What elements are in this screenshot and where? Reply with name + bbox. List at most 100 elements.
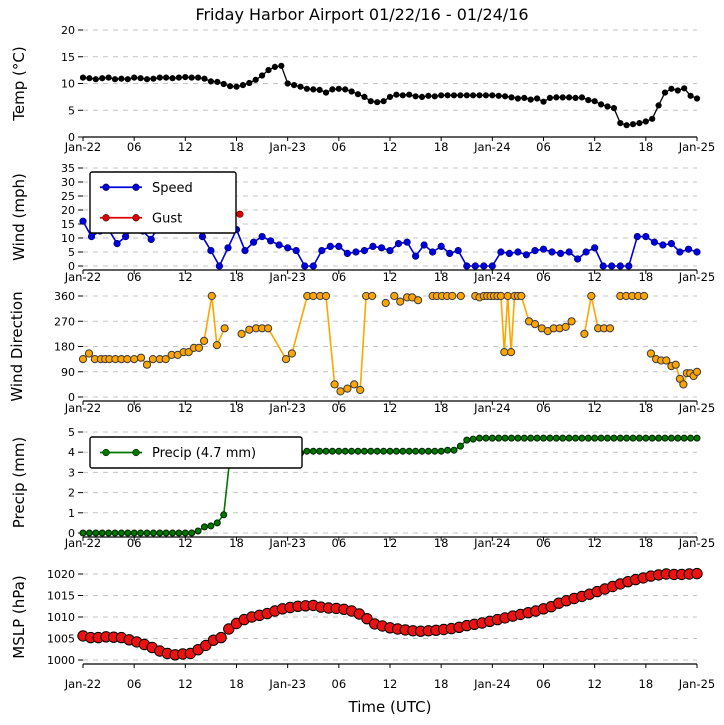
x-tick-label: 12: [587, 140, 602, 154]
x-tick-label: Jan-22: [64, 140, 102, 154]
panel-mslp-hpa-: 1000 1005 1010 1015 1020 Jan-22 06 12 18 Jan-23 06…: [10, 567, 716, 716]
x-tick-label: Jan-23: [268, 536, 306, 550]
x-tick-label: 18: [229, 536, 244, 550]
x-tick-label: 06: [127, 270, 142, 284]
y-axis-label: Wind (mph): [10, 173, 28, 261]
y-tick-label: 25: [61, 190, 75, 203]
x-tick-label: 12: [587, 401, 602, 415]
x-tick-label: 06: [127, 536, 142, 550]
x-tick-label: 06: [536, 536, 551, 550]
x-tick-label: Jan-24: [473, 270, 511, 284]
x-tick-label: Jan-23: [268, 401, 306, 415]
x-tick-label: 18: [229, 140, 244, 154]
legend: Precip (4.7 mm): [89, 436, 303, 469]
x-tick-label: 18: [434, 270, 449, 284]
x-tick-label: 12: [178, 401, 193, 415]
x-tick-label: Jan-22: [64, 536, 102, 550]
x-tick-label: 18: [639, 270, 654, 284]
legend: Speed Gust: [89, 171, 237, 234]
x-tick-label: 18: [229, 270, 244, 284]
y-axis-label: Temp (°C): [10, 46, 28, 121]
x-tick-label: 06: [332, 140, 347, 154]
y-axis-label: Wind Direction: [8, 291, 26, 401]
legend-label: Speed: [152, 181, 193, 196]
y-tick-label: 0: [68, 131, 75, 144]
y-axis-label: Precip (mm): [10, 437, 28, 528]
x-tick-label: 12: [587, 270, 602, 284]
y-tick-label: 5: [68, 246, 75, 259]
x-tick-label: Jan-23: [268, 270, 306, 284]
y-tick-label: 4: [68, 446, 75, 459]
panel-temp-c-: 0 5 10 15 20 Jan-22 06 12 18 Jan-23 06 12 18 Jan-24 06…: [10, 24, 715, 154]
y-tick-label: 0: [68, 260, 75, 273]
x-tick-label: 12: [383, 270, 398, 284]
y-tick-label: 5: [68, 426, 75, 439]
x-tick-label: 12: [383, 536, 398, 550]
x-tick-label: Jan-25: [678, 140, 716, 154]
y-tick-label: 3: [68, 466, 75, 479]
y-tick-label: 0: [68, 391, 75, 404]
figure-title: Friday Harbor Airport 01/22/16 - 01/24/1…: [195, 5, 529, 24]
y-tick-label: 180: [54, 341, 75, 354]
x-tick-label: 12: [587, 677, 602, 691]
y-tick-label: 270: [54, 315, 75, 328]
x-tick-label: 12: [178, 677, 193, 691]
y-axis-label: MSLP (hPa): [10, 575, 28, 658]
x-tick-label: 12: [383, 677, 398, 691]
y-tick-label: 30: [61, 176, 75, 189]
x-tick-label: 18: [434, 536, 449, 550]
x-tick-label: 06: [536, 677, 551, 691]
y-tick-label: 2: [68, 487, 75, 500]
y-tick-label: 15: [61, 51, 75, 64]
y-tick-label: 20: [61, 204, 75, 217]
x-tick-label: 18: [229, 401, 244, 415]
x-tick-label: Jan-24: [473, 401, 511, 415]
y-tick-label: 10: [61, 78, 75, 91]
x-tick-label: Jan-23: [268, 140, 306, 154]
x-axis-title: Time (UTC): [348, 698, 432, 716]
y-tick-label: 90: [61, 366, 75, 379]
x-tick-label: Jan-22: [64, 677, 102, 691]
x-tick-label: 12: [178, 140, 193, 154]
y-tick-label: 1005: [47, 633, 75, 646]
x-tick-label: 06: [127, 401, 142, 415]
x-tick-label: 18: [229, 677, 244, 691]
x-tick-label: 18: [639, 401, 654, 415]
x-tick-label: Jan-25: [678, 401, 716, 415]
x-tick-label: 12: [178, 270, 193, 284]
x-tick-label: 06: [536, 401, 551, 415]
x-tick-label: 12: [383, 140, 398, 154]
x-tick-label: 18: [434, 677, 449, 691]
x-tick-label: 06: [332, 401, 347, 415]
x-tick-label: 06: [536, 140, 551, 154]
x-tick-label: Jan-25: [678, 677, 716, 691]
y-tick-label: 1015: [47, 590, 75, 603]
x-tick-label: 06: [332, 536, 347, 550]
legend-label: Precip (4.7 mm): [152, 446, 256, 461]
x-tick-label: 18: [639, 677, 654, 691]
x-tick-label: 18: [434, 140, 449, 154]
x-tick-label: 06: [536, 270, 551, 284]
y-tick-label: 20: [61, 24, 75, 37]
x-tick-label: Jan-22: [64, 270, 102, 284]
y-tick-label: 1: [68, 507, 75, 520]
y-tick-label: 15: [61, 218, 75, 231]
x-tick-label: 06: [332, 677, 347, 691]
y-tick-label: 1020: [47, 568, 75, 581]
panel-wind-direction: 0 90 180 270 360 Jan-22 06 12 18 Jan-23 06 12 18 Jan-…: [8, 290, 715, 415]
x-tick-label: 18: [639, 536, 654, 550]
y-tick-label: 35: [61, 162, 75, 175]
x-tick-label: Jan-25: [678, 270, 716, 284]
x-tick-label: 12: [383, 401, 398, 415]
legend-label: Gust: [152, 211, 182, 226]
x-tick-label: Jan-24: [473, 536, 511, 550]
y-tick-label: 5: [68, 104, 75, 117]
x-tick-label: 12: [587, 536, 602, 550]
x-tick-label: 06: [332, 270, 347, 284]
x-tick-label: Jan-24: [473, 677, 511, 691]
x-tick-label: 06: [127, 677, 142, 691]
